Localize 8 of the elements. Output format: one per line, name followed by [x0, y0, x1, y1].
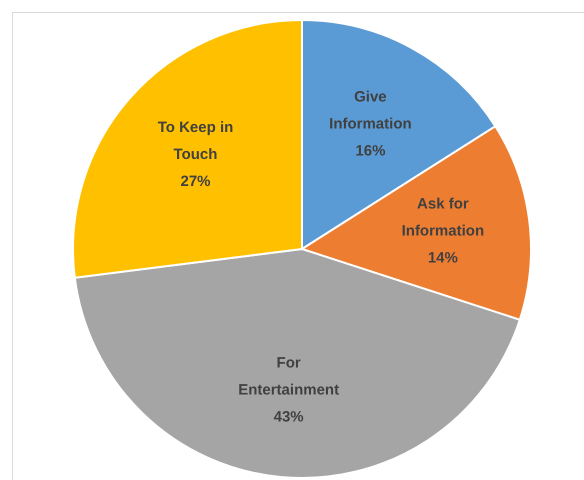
slice-label: For Entertainment: [238, 354, 340, 398]
data-label: 14%: [428, 249, 458, 266]
data-label: 43%: [274, 408, 304, 426]
slice-label: Give Information: [329, 88, 412, 133]
slice-label: To Keep in Touch: [158, 119, 234, 164]
data-label: 16%: [355, 142, 386, 160]
data-label: 27%: [180, 173, 211, 190]
slice-label: Ask for Information: [402, 195, 484, 240]
